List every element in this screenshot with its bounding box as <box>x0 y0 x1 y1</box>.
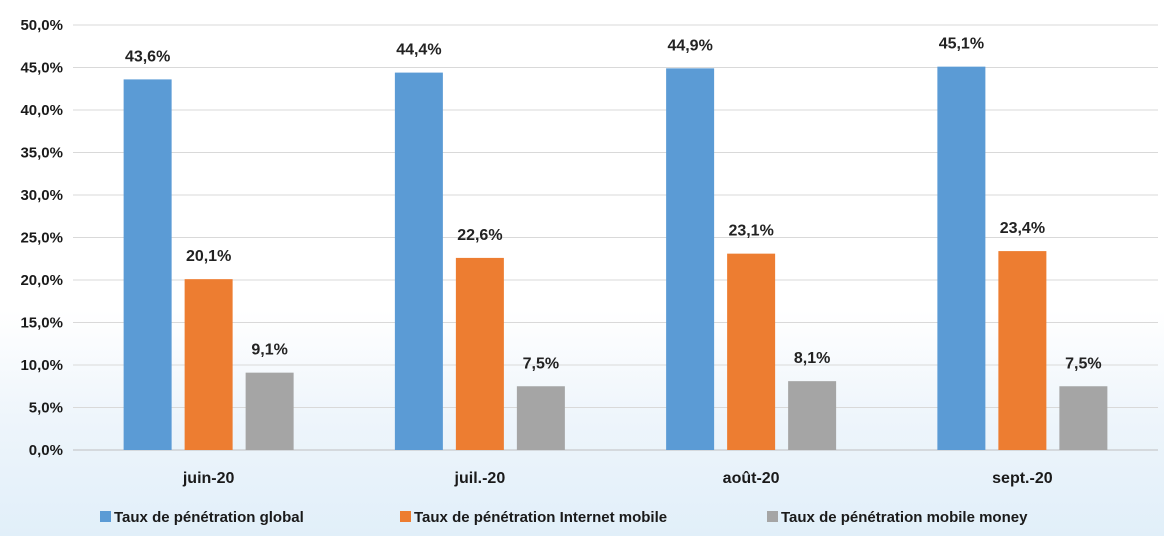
legend-swatch <box>767 511 778 522</box>
legend-label: Taux de pénétration Internet mobile <box>414 509 667 526</box>
legend: Taux de pénétration global Taux de pénétr… <box>100 509 1028 526</box>
bars <box>123 66 1108 451</box>
bar <box>998 251 1047 450</box>
legend-item: Taux de pénétration Internet mobile <box>400 509 667 526</box>
y-tick-label: 40,0% <box>20 102 63 119</box>
data-label: 20,1% <box>186 248 231 265</box>
legend-swatch <box>400 511 411 522</box>
y-tick-label: 25,0% <box>20 230 63 247</box>
bar <box>937 66 986 451</box>
y-tick-label: 15,0% <box>20 315 63 332</box>
y-tick-label: 45,0% <box>20 60 63 77</box>
bar <box>184 279 233 450</box>
y-tick-label: 10,0% <box>20 357 63 374</box>
data-labels: 43,6% 20,1% 9,1% 44,4% 22,6% 7,5% 44,9% 23,1% 8,… <box>125 36 1102 373</box>
bar <box>1059 386 1108 450</box>
data-label: 22,6% <box>457 227 502 244</box>
gridlines <box>73 24 1158 451</box>
data-label: 7,5% <box>1065 355 1101 372</box>
bar <box>727 253 776 450</box>
data-label: 23,4% <box>1000 220 1045 237</box>
y-tick-label: 35,0% <box>20 145 63 162</box>
bar <box>394 72 443 450</box>
y-tick-label: 30,0% <box>20 187 63 204</box>
data-label: 44,4% <box>396 42 441 59</box>
bar <box>245 372 294 450</box>
x-tick-label: sept.-20 <box>992 470 1053 487</box>
x-tick-label: juin-20 <box>182 470 235 487</box>
legend-swatch <box>100 511 111 522</box>
bar <box>788 381 837 450</box>
data-label: 23,1% <box>728 223 773 240</box>
y-tick-label: 20,0% <box>20 272 63 289</box>
y-tick-label: 50,0% <box>20 17 63 34</box>
data-label: 44,9% <box>667 37 712 54</box>
x-tick-label: août-20 <box>723 470 780 487</box>
data-label: 43,6% <box>125 48 170 65</box>
y-tick-label: 5,0% <box>29 400 63 417</box>
bar <box>123 79 172 451</box>
bar <box>455 257 504 450</box>
data-label: 45,1% <box>939 36 984 53</box>
data-label: 9,1% <box>251 342 287 359</box>
legend-item: Taux de pénétration global <box>100 509 304 526</box>
legend-label: Taux de pénétration mobile money <box>781 509 1028 526</box>
data-label: 8,1% <box>794 350 830 367</box>
bar <box>666 68 715 450</box>
legend-item: Taux de pénétration mobile money <box>767 509 1028 526</box>
x-tick-label: juil.-20 <box>454 470 506 487</box>
bar <box>516 386 565 450</box>
y-axis-ticks: 0,0% 5,0% 10,0% 15,0% 20,0% 25,0% 30,0% 35,0% 40… <box>20 17 63 459</box>
legend-label: Taux de pénétration global <box>114 509 304 526</box>
data-label: 7,5% <box>523 355 559 372</box>
x-axis-categories: juin-20 juil.-20 août-20 sept.-20 <box>182 470 1053 487</box>
y-tick-label: 0,0% <box>29 442 63 459</box>
